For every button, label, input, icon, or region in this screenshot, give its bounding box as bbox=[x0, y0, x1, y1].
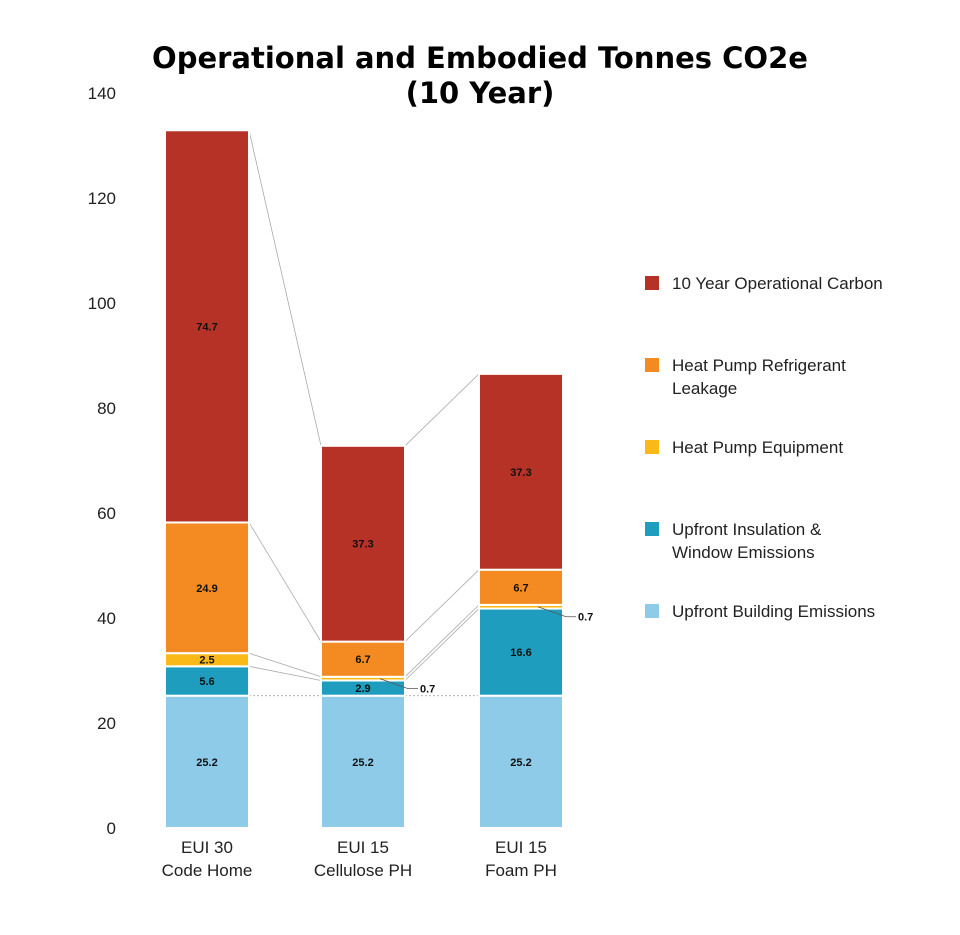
legend-swatch bbox=[645, 522, 659, 536]
leader-line bbox=[537, 606, 576, 618]
bar-segment bbox=[478, 607, 564, 697]
connector-line bbox=[404, 569, 480, 642]
bar-segment bbox=[320, 444, 406, 643]
legend-swatch bbox=[645, 358, 659, 372]
bar-segment bbox=[164, 521, 250, 655]
x-category-label: EUI 30 bbox=[181, 838, 233, 857]
x-category-label: Code Home bbox=[162, 861, 253, 880]
data-label: 2.5 bbox=[199, 655, 214, 667]
x-category-label: EUI 15 bbox=[495, 838, 547, 857]
legend-swatch bbox=[645, 604, 659, 618]
legend-label: Leakage bbox=[672, 379, 737, 398]
connector-line bbox=[404, 608, 480, 681]
legend-swatch bbox=[645, 276, 659, 290]
legend-label: Window Emissions bbox=[672, 543, 815, 562]
legend-label: Heat Pump Refrigerant bbox=[672, 356, 846, 375]
data-label: 37.3 bbox=[510, 467, 531, 479]
x-category-label: EUI 15 bbox=[337, 838, 389, 857]
connector-line bbox=[404, 604, 480, 678]
legend-label: 10 Year Operational Carbon bbox=[672, 274, 883, 293]
y-tick-label: 140 bbox=[88, 84, 116, 103]
chart-title-line: (10 Year) bbox=[406, 76, 555, 110]
y-tick-label: 20 bbox=[97, 714, 116, 733]
x-category-label: Foam PH bbox=[485, 861, 557, 880]
bar-segment bbox=[164, 665, 250, 697]
connector-line bbox=[248, 522, 322, 642]
x-category-label: Cellulose PH bbox=[314, 861, 412, 880]
data-label: 0.7 bbox=[578, 612, 593, 624]
data-label: 24.9 bbox=[196, 583, 217, 595]
bar-segment bbox=[164, 129, 250, 524]
data-label: 6.7 bbox=[355, 654, 370, 666]
data-label: 25.2 bbox=[510, 757, 531, 769]
leader-line bbox=[379, 678, 418, 690]
bar-segment bbox=[478, 372, 564, 571]
legend-label: Heat Pump Equipment bbox=[672, 438, 843, 457]
data-label: 74.7 bbox=[196, 321, 217, 333]
data-label: 0.7 bbox=[420, 684, 435, 696]
bar-segment bbox=[164, 694, 250, 830]
y-tick-label: 80 bbox=[97, 399, 116, 418]
connector-line bbox=[248, 665, 322, 681]
data-label: 5.6 bbox=[199, 676, 214, 688]
chart-title-line: Operational and Embodied Tonnes CO2e bbox=[152, 41, 808, 75]
data-label: 25.2 bbox=[352, 757, 373, 769]
y-tick-label: 40 bbox=[97, 609, 116, 628]
bar-segment bbox=[320, 694, 406, 830]
data-label: 2.9 bbox=[355, 683, 370, 695]
legend-label: Upfront Insulation & bbox=[672, 520, 822, 539]
connector-line bbox=[248, 652, 322, 678]
data-label: 25.2 bbox=[196, 757, 217, 769]
y-tick-label: 120 bbox=[88, 189, 116, 208]
data-label: 37.3 bbox=[352, 539, 373, 551]
y-tick-label: 0 bbox=[107, 819, 116, 838]
bar-segment bbox=[320, 640, 406, 678]
connector-line bbox=[404, 373, 480, 447]
y-tick-label: 60 bbox=[97, 504, 116, 523]
y-tick-label: 100 bbox=[88, 294, 116, 313]
data-label: 16.6 bbox=[510, 647, 531, 659]
data-label: 6.7 bbox=[513, 582, 528, 594]
legend-swatch bbox=[645, 440, 659, 454]
legend-label: Upfront Building Emissions bbox=[672, 602, 875, 621]
connector-line bbox=[248, 130, 322, 446]
